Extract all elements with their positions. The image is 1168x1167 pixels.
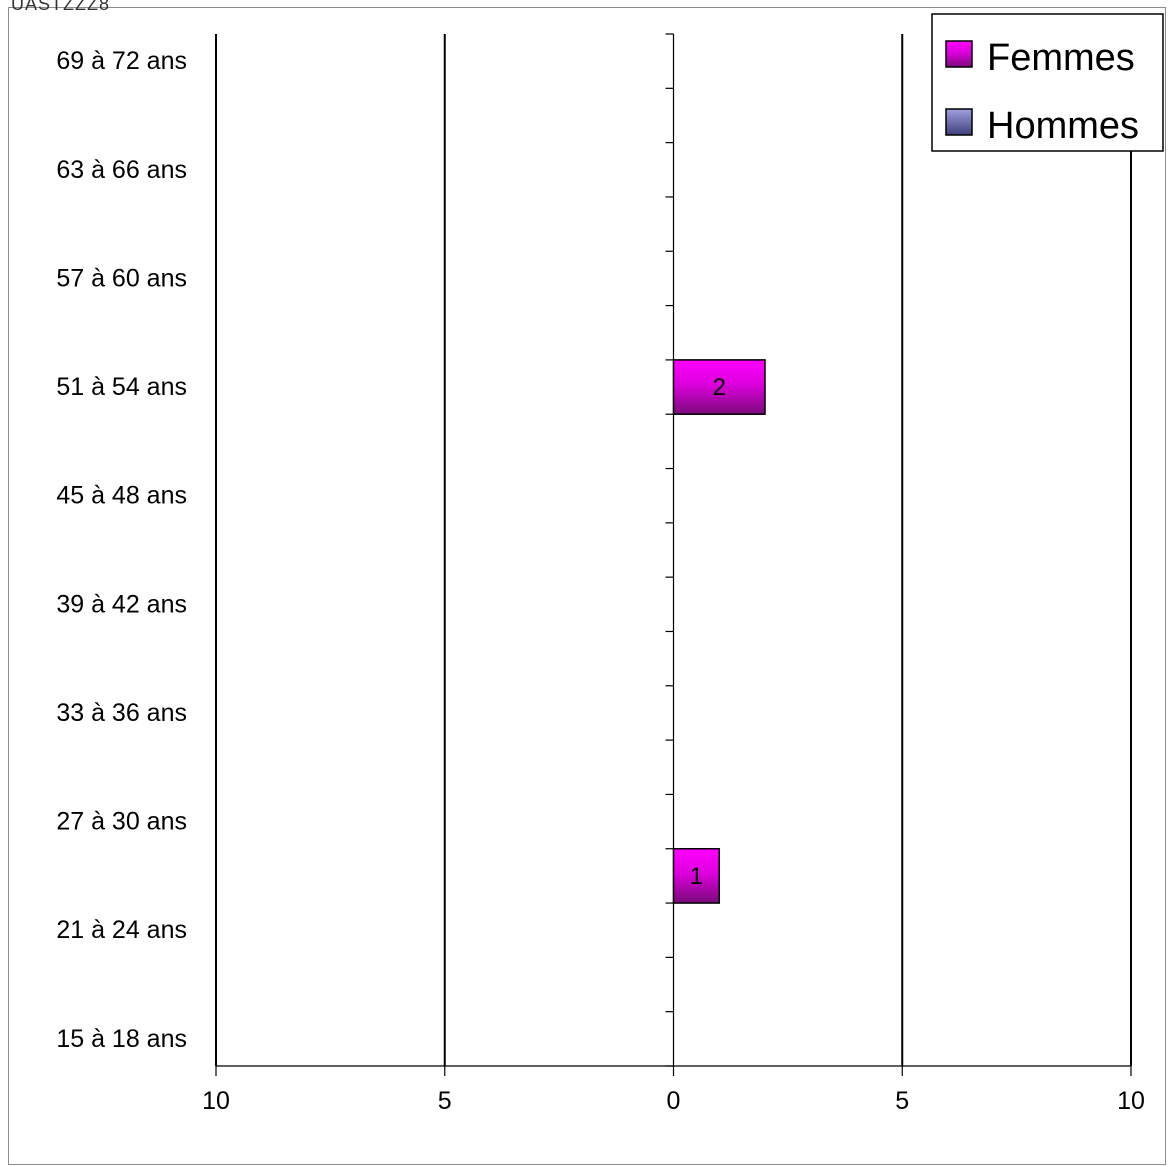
category-label: 39 à 42 ans — [56, 590, 187, 618]
legend-swatch-hommes — [945, 108, 973, 136]
corner-label: UASTZZZ8 — [11, 0, 111, 14]
x-tick-label: 10 — [1117, 1087, 1145, 1115]
x-tick-label: 5 — [895, 1087, 909, 1115]
category-label: 51 à 54 ans — [56, 373, 187, 401]
chart-frame: UASTZZZ8 — [8, 0, 1166, 1165]
category-label: 57 à 60 ans — [56, 264, 187, 292]
category-label: 33 à 36 ans — [56, 699, 187, 727]
bars: 12 — [672, 359, 766, 904]
category-label: 27 à 30 ans — [56, 808, 187, 836]
category-labels: 15 à 18 ans 21 à 24 ans 27 à 30 ans 33 à 36… — [56, 47, 187, 1053]
legend-label-hommes: Hommes — [987, 105, 1139, 147]
bar-femmes — [672, 847, 720, 904]
x-tick-labels: 10 5 0 5 10 — [202, 1087, 1145, 1115]
legend-swatch-femmes — [945, 40, 973, 68]
category-label: 69 à 72 ans — [56, 47, 187, 75]
category-label: 15 à 18 ans — [56, 1025, 187, 1053]
axis — [215, 33, 1132, 1076]
category-label: 63 à 66 ans — [56, 156, 187, 184]
x-tick-label: 0 — [667, 1087, 681, 1115]
legend-label-femmes: Femmes — [987, 37, 1135, 79]
category-label: 45 à 48 ans — [56, 482, 187, 510]
x-tick-label: 10 — [202, 1087, 230, 1115]
bar-femmes — [672, 359, 766, 415]
category-label: 21 à 24 ans — [56, 916, 187, 944]
gridlines — [215, 34, 1132, 1066]
x-tick-label: 5 — [438, 1087, 452, 1115]
bar-value-label: 2 — [713, 374, 726, 401]
bar-value-label: 1 — [690, 863, 703, 890]
legend: Femmes Hommes — [931, 13, 1164, 152]
